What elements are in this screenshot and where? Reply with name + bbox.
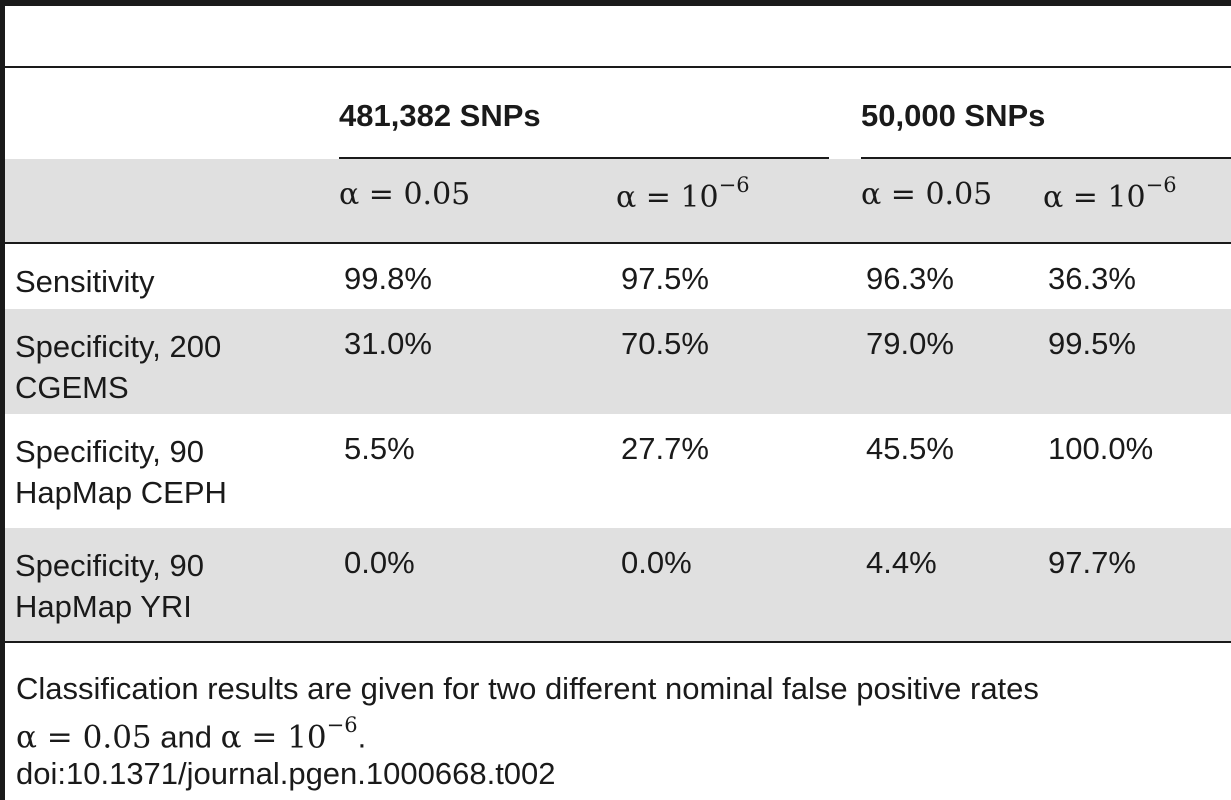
- table-cell: 97.7%: [1048, 545, 1136, 580]
- doi-link[interactable]: doi:10.1371/journal.pgen.1000668.t002: [16, 756, 556, 791]
- alpha-base: α = 0.05: [861, 177, 993, 212]
- table-cell: 97.5%: [621, 261, 709, 296]
- empty-corner-cell: [5, 67, 339, 159]
- table-cell: 99.8%: [344, 261, 432, 296]
- alpha-header-cell: α = 10−6: [616, 159, 861, 243]
- table-cell: 79.0%: [866, 326, 954, 361]
- table-cell: 96.3%: [866, 261, 954, 296]
- table-row: Sensitivity 99.8% 97.5% 96.3% 36.3%: [5, 243, 1231, 309]
- row-label: Specificity, 90 HapMap CEPH: [5, 414, 339, 528]
- group-header-label: 50,000 SNPs: [861, 98, 1046, 133]
- alpha-base: α = 10: [616, 180, 719, 215]
- table-cell: 31.0%: [344, 326, 432, 361]
- table-cell: 36.3%: [1048, 261, 1136, 296]
- table-row: Specificity, 90 HapMap CEPH 5.5% 27.7% 45…: [5, 414, 1231, 528]
- alpha-header-cell: α = 10−6: [1043, 159, 1231, 243]
- group-header-481382: 481,382 SNPs: [339, 67, 861, 159]
- table-cell: 99.5%: [1048, 326, 1136, 361]
- group-underline: [861, 157, 1231, 159]
- alpha-header-row: α = 0.05 α = 10−6 α = 0.05 α = 10−6: [5, 159, 1231, 243]
- alpha-header-cell: α = 0.05: [339, 159, 616, 243]
- footnote-alpha-1: α = 0.05: [16, 719, 152, 756]
- table-cell: 5.5%: [344, 431, 415, 466]
- group-header-row: 481,382 SNPs 50,000 SNPs: [5, 67, 1231, 159]
- table-row: Specificity, 90 HapMap YRI 0.0% 0.0% 4.4%…: [5, 528, 1231, 642]
- group-header-label: 481,382 SNPs: [339, 98, 541, 133]
- group-header-50000: 50,000 SNPs: [861, 67, 1231, 159]
- table-footnote: Classification results are given for two…: [16, 668, 1216, 758]
- alpha-exponent: −6: [1145, 173, 1177, 197]
- group-underline: [339, 157, 829, 159]
- row-label-line: Specificity, 90: [15, 434, 204, 469]
- alpha-base: α = 0.05: [339, 177, 471, 212]
- table-cell: 4.4%: [866, 545, 937, 580]
- left-rule: [0, 0, 5, 800]
- row-label-line: HapMap YRI: [15, 589, 192, 624]
- footnote-alpha-2-exponent: −6: [326, 713, 358, 737]
- row-label-line: CGEMS: [15, 370, 129, 405]
- results-table: 481,382 SNPs 50,000 SNPs α = 0.05 α = 10…: [5, 66, 1231, 643]
- row-label: Specificity, 90 HapMap YRI: [5, 528, 339, 642]
- row-label: Sensitivity: [15, 264, 155, 299]
- table-cell: 27.7%: [621, 431, 709, 466]
- footnote-and: and: [151, 719, 221, 755]
- table-row: Specificity, 200 CGEMS 31.0% 70.5% 79.0% …: [5, 309, 1231, 414]
- alpha-base: α = 10: [1043, 180, 1146, 215]
- table-cell: 45.5%: [866, 431, 954, 466]
- table-cell: 100.0%: [1048, 431, 1154, 466]
- table-cell: 0.0%: [621, 545, 692, 580]
- row-label-line: Specificity, 200: [15, 329, 222, 364]
- results-table-container: 481,382 SNPs 50,000 SNPs α = 0.05 α = 10…: [5, 66, 1231, 643]
- alpha-header-cell: α = 0.05: [861, 159, 1043, 243]
- table-cell: 70.5%: [621, 326, 709, 361]
- alpha-exponent: −6: [718, 173, 750, 197]
- row-label-line: Specificity, 90: [15, 548, 204, 583]
- footnote-alpha-2: α = 10: [220, 719, 327, 756]
- footnote-period: .: [357, 719, 367, 755]
- empty-alpha-label-cell: [5, 159, 339, 243]
- row-label-line: HapMap CEPH: [15, 475, 227, 510]
- row-label: Specificity, 200 CGEMS: [5, 309, 339, 414]
- top-rule: [0, 0, 1231, 6]
- footnote-text: Classification results are given for two…: [16, 671, 1039, 706]
- table-cell: 0.0%: [344, 545, 415, 580]
